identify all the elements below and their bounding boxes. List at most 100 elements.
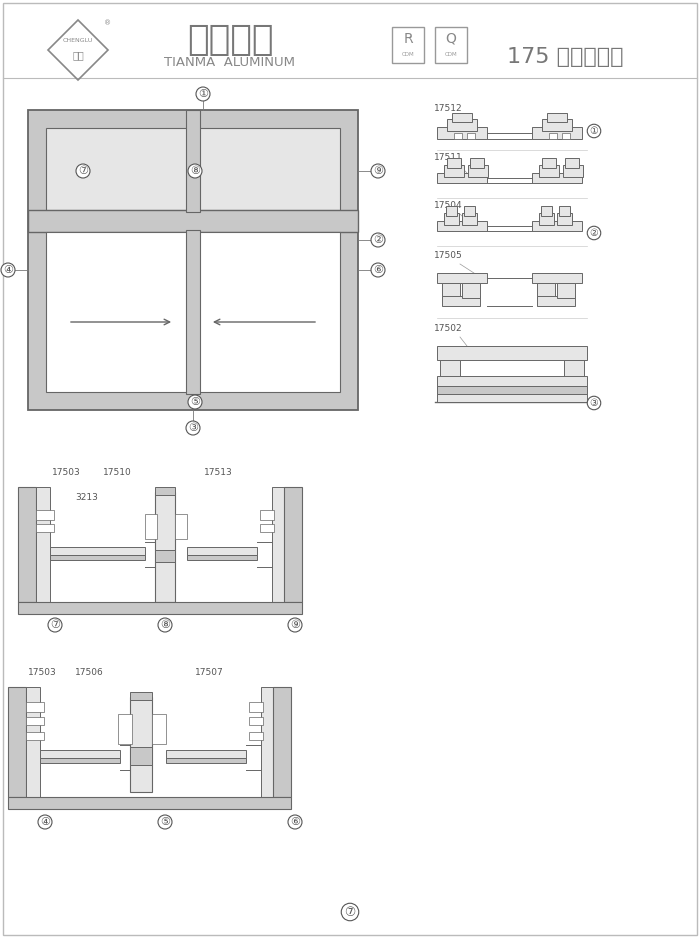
Text: ⑦: ⑦ [344, 905, 356, 918]
Bar [444, 213, 459, 225]
Bar [187, 555, 257, 560]
Bar [437, 376, 587, 388]
Bar [557, 213, 572, 225]
Bar [557, 283, 575, 298]
Bar [532, 173, 582, 183]
Text: 17512: 17512 [434, 104, 463, 113]
Bar [452, 113, 472, 122]
Text: 17507: 17507 [195, 668, 224, 677]
Bar [542, 158, 556, 168]
Bar [155, 550, 175, 562]
Bar [454, 133, 462, 139]
Bar [260, 510, 274, 520]
Bar [447, 119, 477, 131]
Text: CDM: CDM [402, 52, 414, 56]
Bar [26, 687, 40, 797]
Bar [542, 119, 572, 131]
Bar [40, 758, 120, 763]
Bar [175, 514, 187, 539]
Text: ⑦: ⑦ [78, 166, 88, 176]
Text: 17502: 17502 [434, 324, 463, 333]
Bar [437, 386, 587, 396]
Bar [187, 547, 257, 555]
Bar [26, 702, 44, 712]
Text: ②: ② [589, 228, 598, 238]
Text: CDM: CDM [444, 52, 457, 56]
Bar [8, 797, 291, 809]
Bar [539, 165, 559, 177]
Text: ①: ① [589, 126, 598, 136]
Bar [36, 510, 54, 520]
Bar [563, 165, 583, 177]
Text: TIANMA  ALUMINUM: TIANMA ALUMINUM [164, 56, 295, 69]
Bar [462, 283, 480, 298]
Bar [559, 206, 570, 216]
Bar [462, 213, 477, 225]
Bar [549, 133, 557, 139]
Text: 城鋁: 城鋁 [72, 50, 84, 60]
Text: ⑨: ⑨ [373, 166, 383, 176]
Text: ③: ③ [589, 398, 598, 408]
Bar [547, 113, 567, 122]
Text: 17513: 17513 [204, 468, 232, 477]
Bar [186, 230, 200, 394]
Bar [145, 514, 157, 539]
Bar [442, 296, 480, 306]
Bar [440, 360, 460, 378]
Bar [40, 750, 120, 758]
Bar [155, 492, 175, 602]
Bar [26, 732, 44, 740]
Bar [272, 487, 286, 602]
Bar [166, 758, 246, 763]
Bar [36, 524, 54, 532]
Bar [537, 296, 575, 306]
Bar [18, 602, 302, 614]
Bar [537, 283, 555, 298]
Bar [437, 127, 487, 139]
Bar [437, 273, 487, 283]
Bar [46, 232, 340, 392]
Bar [249, 732, 263, 740]
Bar [437, 221, 487, 231]
Text: CHENGLU: CHENGLU [63, 38, 93, 43]
Bar [437, 173, 487, 183]
Bar [50, 547, 145, 555]
Text: ④: ④ [3, 265, 13, 275]
Text: 3213: 3213 [75, 493, 98, 502]
Text: 17504: 17504 [434, 201, 463, 210]
Bar [260, 524, 274, 532]
Bar [249, 717, 263, 725]
Bar [437, 346, 587, 360]
Bar [532, 127, 582, 139]
Text: ⑧: ⑧ [160, 620, 170, 630]
Bar [118, 714, 132, 744]
Text: 17503: 17503 [52, 468, 80, 477]
Bar [532, 221, 582, 231]
Bar [130, 697, 152, 792]
Bar [437, 394, 587, 402]
Bar [130, 747, 152, 765]
Bar [50, 555, 145, 560]
Bar [539, 213, 554, 225]
Bar [435, 27, 467, 63]
Bar [36, 487, 50, 602]
Text: 17506: 17506 [75, 668, 104, 677]
Text: ④: ④ [40, 817, 50, 827]
Text: ⑥: ⑥ [290, 817, 300, 827]
Text: R: R [403, 32, 413, 46]
Bar [46, 128, 340, 210]
Bar [532, 273, 582, 283]
Bar [541, 206, 552, 216]
Text: 17511: 17511 [434, 153, 463, 162]
Bar [562, 133, 570, 139]
Bar [28, 110, 358, 410]
Text: ③: ③ [188, 423, 198, 433]
Bar [155, 487, 175, 495]
Text: ①: ① [198, 89, 208, 99]
Bar [442, 283, 460, 298]
Bar [464, 206, 475, 216]
Bar [564, 360, 584, 378]
Bar [18, 487, 36, 602]
Text: 17505: 17505 [434, 251, 463, 260]
Text: 17503: 17503 [28, 668, 57, 677]
